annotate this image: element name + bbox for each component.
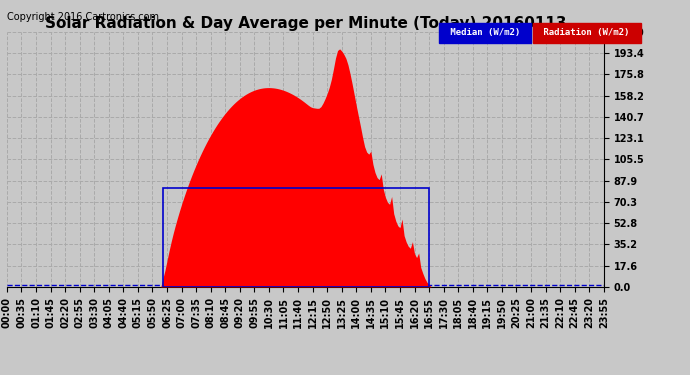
Title: Solar Radiation & Day Average per Minute (Today) 20160113: Solar Radiation & Day Average per Minute… [45,16,566,31]
Bar [163,188,429,287]
Text: Radiation (W/m2): Radiation (W/m2) [538,28,635,37]
Text: Copyright 2016 Cartronics.com: Copyright 2016 Cartronics.com [7,12,159,22]
Text: Median (W/m2): Median (W/m2) [445,28,526,37]
